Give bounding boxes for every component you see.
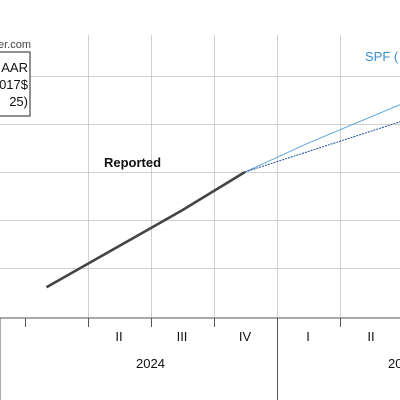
year-label-1: 2025 <box>388 356 400 371</box>
series-line-reported <box>45 170 246 289</box>
x-tick-label-3: I <box>306 329 310 344</box>
x-tick-label-1: III <box>177 329 188 344</box>
year-label-0: 2024 <box>136 356 165 371</box>
source-watermark: er.com <box>0 39 31 51</box>
x-tick-label-2: IV <box>239 329 252 344</box>
legend-line-1: AAR <box>1 60 28 75</box>
reported-label: Reported <box>104 155 161 170</box>
spf-label: SPF ( <box>365 49 399 64</box>
legend-line-2: 017$ <box>0 77 29 92</box>
legend-box: AAR 017$ 25) <box>0 51 31 117</box>
gridlines <box>0 35 400 318</box>
x-tick-label-0: II <box>115 329 122 344</box>
series-lines <box>45 104 400 289</box>
series-line-spf_lower <box>244 121 400 173</box>
series-line-spf_upper <box>244 104 400 173</box>
legend-line-3: 25) <box>9 94 28 109</box>
x-tick-label-4: II <box>367 329 374 344</box>
x-axis-ticks: IIIIIIVIIIIII20242025 <box>25 318 400 400</box>
legend-box-frame <box>0 51 31 117</box>
